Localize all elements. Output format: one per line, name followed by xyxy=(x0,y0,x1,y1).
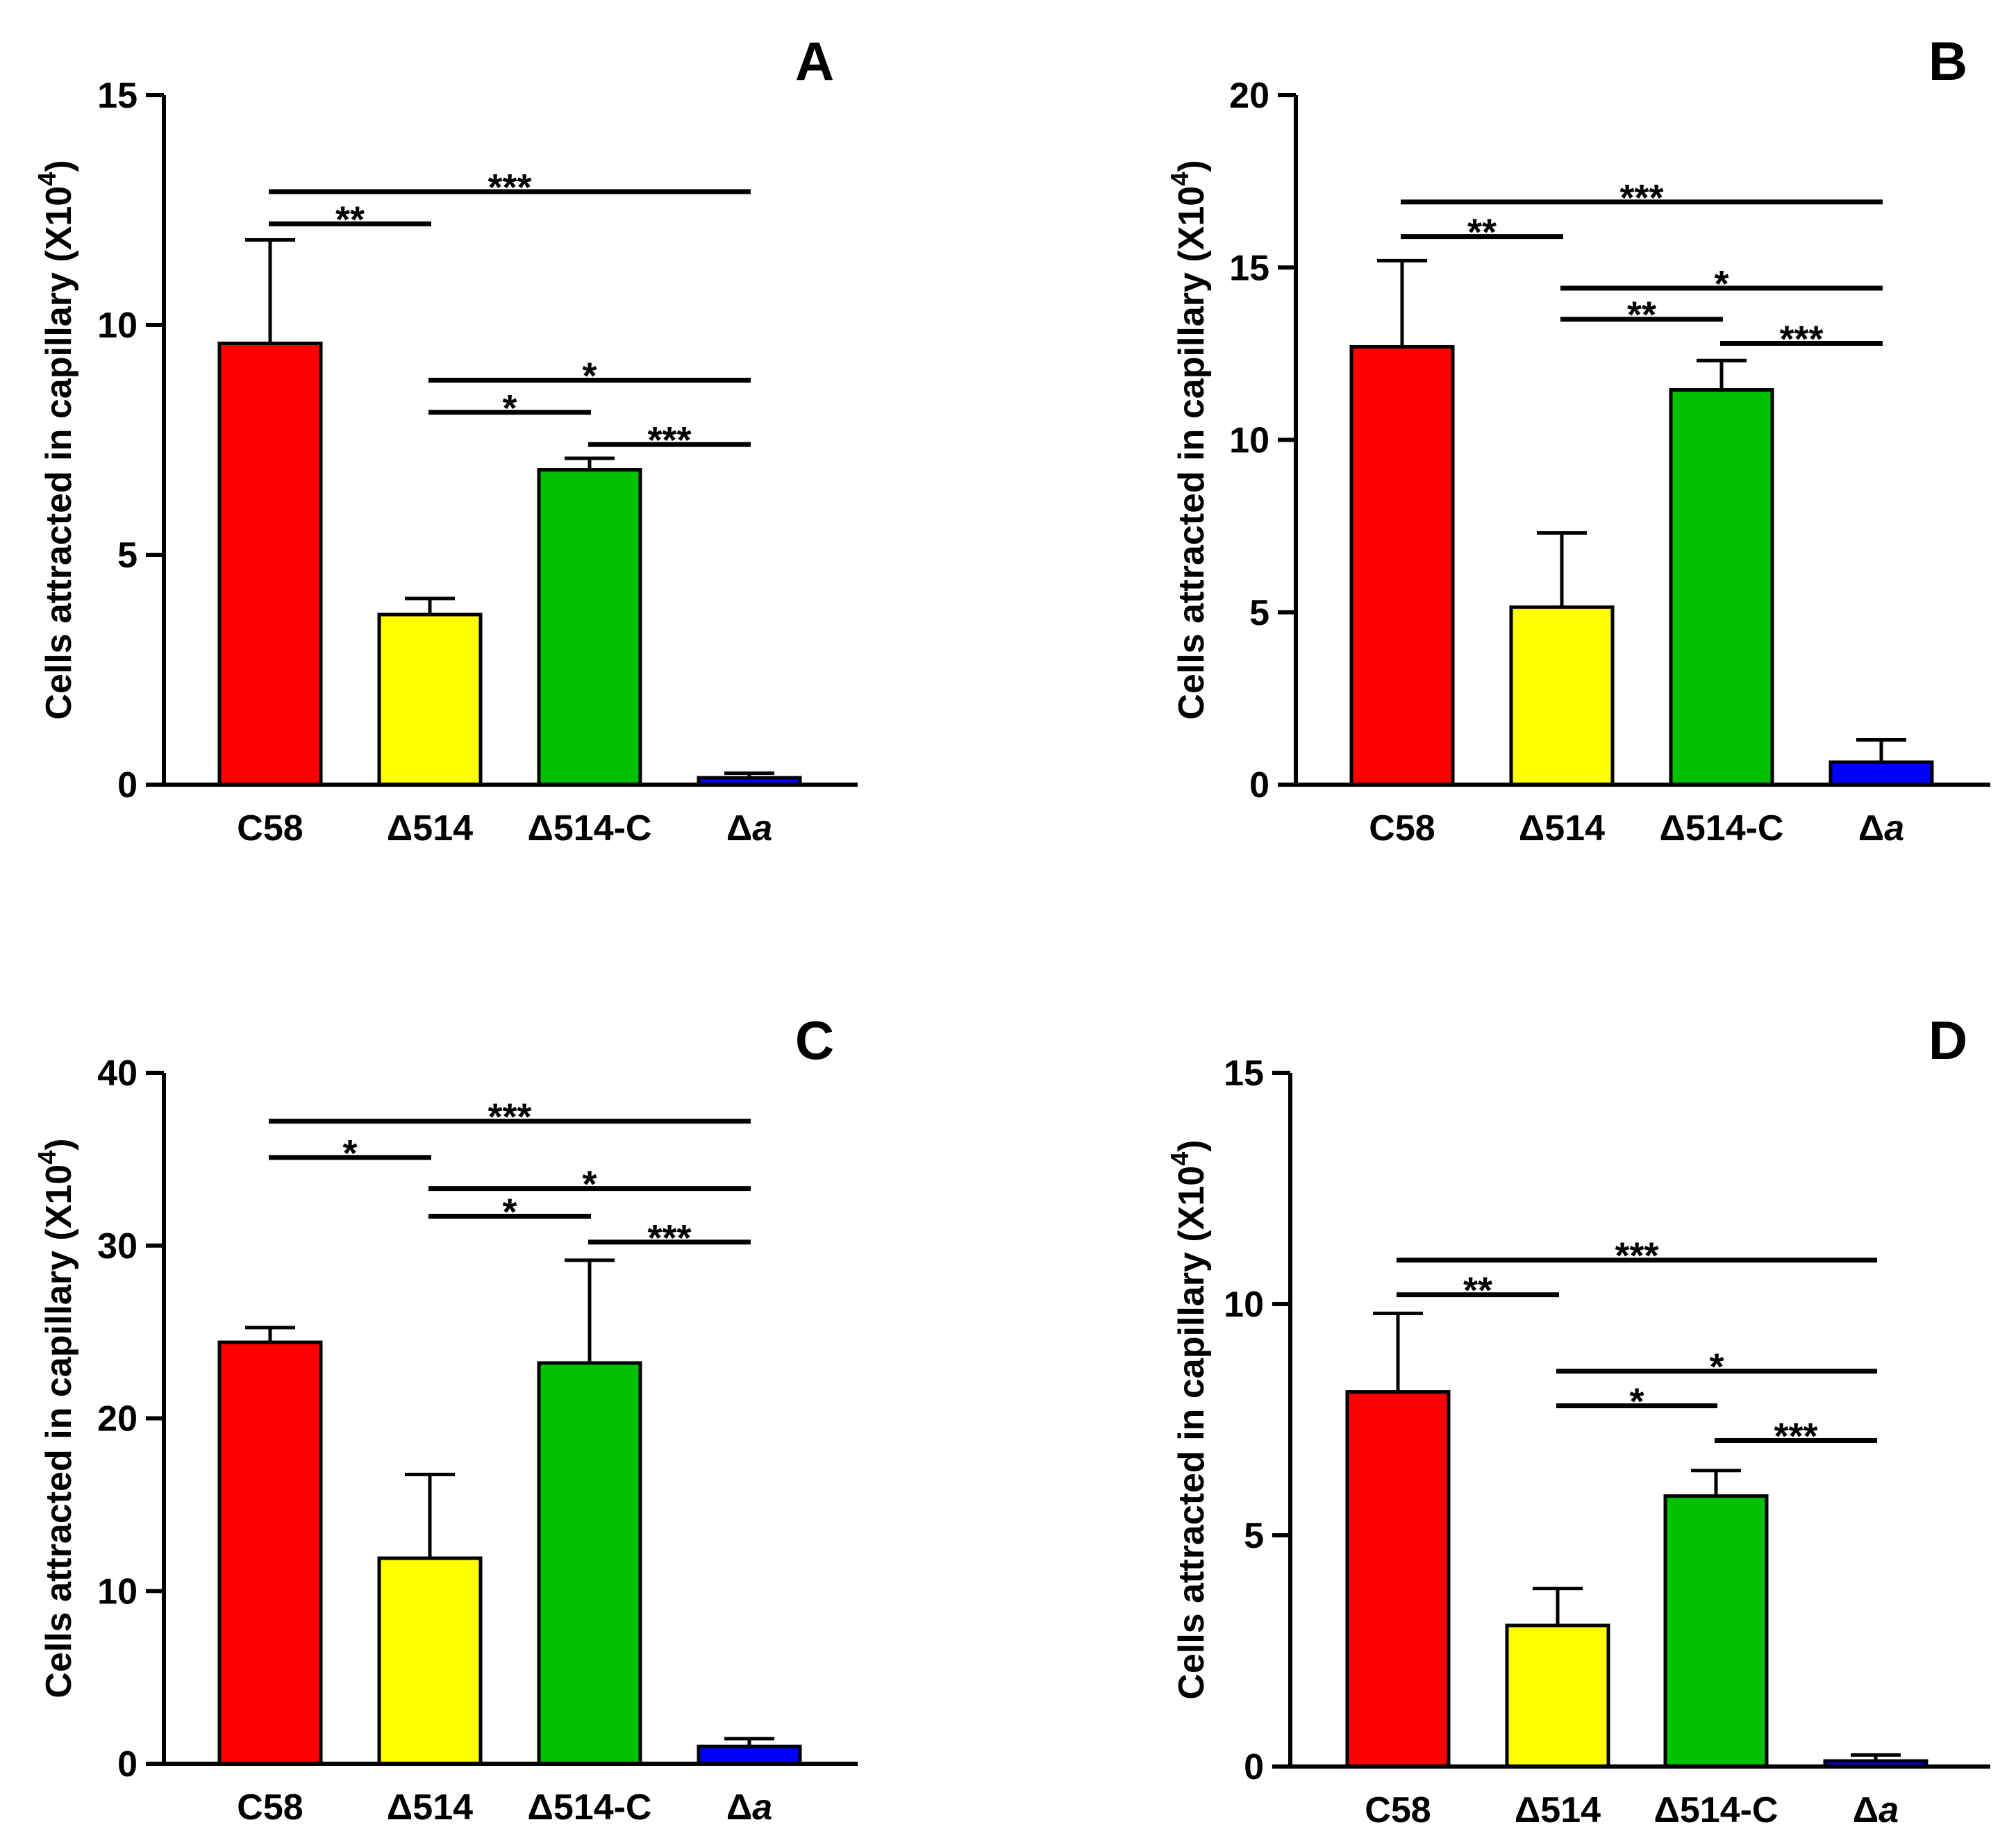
y-tick-label: 30 xyxy=(97,1226,138,1267)
panel-letter: D xyxy=(1928,1010,1967,1071)
significance-label: *** xyxy=(488,1096,531,1138)
y-tick-label: 5 xyxy=(117,535,138,576)
panel-letter: C xyxy=(795,1010,834,1071)
bar-3 xyxy=(1828,760,1934,787)
y-axis-label: Cells attracted in capillary (X104) xyxy=(33,1138,79,1698)
x-tick-label: C58 xyxy=(237,808,303,849)
significance-label: * xyxy=(1709,1346,1724,1388)
y-tick-label: 0 xyxy=(1249,765,1269,805)
bar-2 xyxy=(1663,1494,1769,1769)
significance-label: * xyxy=(502,1191,517,1233)
y-tick-label: 0 xyxy=(1244,1747,1264,1787)
x-tick-label: Δ514 xyxy=(1515,1790,1601,1830)
x-tick-label: Δ514-C xyxy=(527,1787,651,1828)
chart-panel-b: B C58 Δ514 Δ514-C Δa 0 5 10 15 20 Cells attracted … xyxy=(1165,31,1990,849)
panel-letter: B xyxy=(1928,31,1967,92)
bar-2 xyxy=(537,468,642,787)
significance-label: * xyxy=(342,1133,357,1174)
y-tick-label: 0 xyxy=(117,765,138,805)
x-tick-label: Δ514 xyxy=(387,1787,473,1828)
y-axis-label: Cells attracted in capillary (X104) xyxy=(1165,1139,1212,1699)
significance-label: *** xyxy=(1774,1415,1817,1457)
x-tick-label: Δa xyxy=(726,808,772,849)
y-tick-label: 15 xyxy=(1229,248,1269,288)
y-tick-label: 10 xyxy=(97,306,138,346)
significance-label: *** xyxy=(1615,1235,1658,1277)
y-tick-label: 0 xyxy=(117,1744,138,1785)
x-tick-label: C58 xyxy=(1369,808,1435,849)
bar-2 xyxy=(537,1361,642,1766)
x-tick-label: Δ514 xyxy=(387,808,473,849)
significance-label: *** xyxy=(647,419,691,461)
y-axis-label: Cells attracted in capillary (X104) xyxy=(1165,160,1212,719)
significance-label: ** xyxy=(335,199,365,240)
bar-1 xyxy=(1509,605,1615,787)
y-tick-label: 20 xyxy=(1229,76,1269,116)
chart-panel-a: A C58 Δ514 Δ514-C Δa 0 5 10 15 Cells attracted in… xyxy=(33,31,858,849)
significance-label: *** xyxy=(1619,177,1663,219)
bar-0 xyxy=(217,1340,323,1766)
y-tick-label: 40 xyxy=(97,1053,138,1094)
y-tick-label: 15 xyxy=(1224,1053,1264,1094)
significance-label: * xyxy=(502,387,517,429)
significance-label: *** xyxy=(488,167,531,208)
x-tick-label: C58 xyxy=(237,1787,303,1828)
bar-0 xyxy=(1349,344,1455,787)
x-tick-label: Δ514-C xyxy=(1653,1790,1778,1830)
bar-0 xyxy=(1345,1390,1451,1769)
bar-2 xyxy=(1669,388,1774,787)
bar-3 xyxy=(697,1744,802,1766)
significance-label: *** xyxy=(647,1217,691,1259)
significance-label: * xyxy=(1714,263,1728,305)
significance-label: * xyxy=(582,1164,597,1205)
significance-label: ** xyxy=(1467,212,1497,253)
bar-1 xyxy=(377,612,483,787)
significance-label: * xyxy=(582,355,597,396)
chart-panel-c: C C58 Δ514 Δ514-C Δa 0 10 20 30 40 Cells attracted… xyxy=(33,1010,858,1828)
y-tick-label: 15 xyxy=(97,76,138,116)
y-tick-label: 5 xyxy=(1244,1516,1264,1556)
y-tick-label: 10 xyxy=(1229,421,1269,461)
significance-label: *** xyxy=(1779,318,1823,360)
bar-1 xyxy=(377,1556,483,1766)
x-tick-label: Δa xyxy=(1858,808,1904,849)
significance-label: * xyxy=(1629,1381,1644,1423)
x-tick-label: C58 xyxy=(1365,1790,1431,1830)
x-tick-label: Δa xyxy=(726,1787,772,1828)
x-tick-label: Δ514 xyxy=(1519,808,1605,849)
significance-label: ** xyxy=(1627,294,1656,336)
x-tick-label: Δ514-C xyxy=(1659,808,1783,849)
bar-0 xyxy=(217,341,323,787)
y-tick-label: 20 xyxy=(97,1399,138,1439)
panel-letter: A xyxy=(795,31,834,92)
y-tick-label: 10 xyxy=(97,1571,138,1612)
bar-1 xyxy=(1505,1623,1610,1769)
chart-panel-d: D C58 Δ514 Δ514-C Δa 0 5 10 15 Cells attracted in… xyxy=(1165,1010,1990,1830)
significance-label: ** xyxy=(1463,1270,1492,1312)
x-tick-label: Δ514-C xyxy=(527,808,651,849)
y-tick-label: 5 xyxy=(1249,593,1269,633)
x-tick-label: Δa xyxy=(1853,1790,1899,1830)
y-tick-label: 10 xyxy=(1224,1285,1264,1325)
y-axis-label: Cells attracted in capillary (X104) xyxy=(33,160,79,719)
